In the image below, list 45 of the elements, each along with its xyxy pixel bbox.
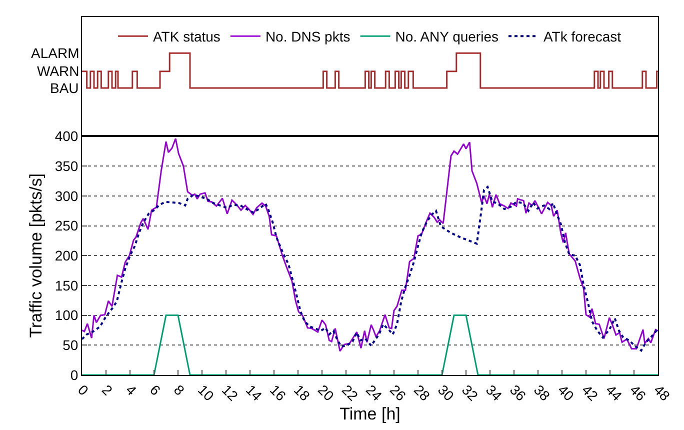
y-tick-label: 100	[54, 307, 78, 324]
x-tick-label: 46	[626, 382, 650, 404]
y-tick-label: 400	[54, 128, 78, 144]
x-tick-label: 18	[290, 382, 314, 404]
legend-label: ATK status	[153, 28, 220, 45]
y-tick-label: 150	[54, 277, 78, 294]
x-axis-title: Time [h]	[340, 404, 400, 424]
legend-label: No. ANY queries	[395, 28, 498, 45]
x-tick-label: 8	[170, 382, 188, 399]
x-tick-label: 44	[602, 382, 626, 404]
x-tick-label: 12	[218, 382, 242, 404]
x-tick-label: 6	[146, 382, 164, 399]
x-tick-label: 42	[578, 382, 602, 404]
text: ALARM	[31, 45, 80, 61]
x-tick-label: 10	[194, 382, 218, 404]
x-tick-label: 2	[98, 382, 116, 399]
x-tick-label: 32	[458, 382, 482, 404]
y-tick-label: 350	[54, 158, 78, 174]
x-tick-label: 14	[242, 382, 266, 404]
text: BAU	[50, 80, 79, 96]
x-tick-label: 30	[434, 382, 458, 404]
x-tick-label: 34	[482, 382, 506, 404]
y-tick-label: 50	[62, 337, 78, 354]
x-tick-label: 20	[314, 382, 338, 404]
y-axis-title: Traffic volume [pkts/s]	[26, 173, 46, 338]
y-tick-label: 250	[54, 218, 78, 234]
x-tick-label: 26	[386, 382, 410, 404]
x-tick-label: 48	[650, 382, 674, 404]
x-tick-label: 16	[266, 382, 290, 404]
x-tick-label: 40	[554, 382, 578, 404]
legend-label: No. DNS pkts	[265, 28, 350, 45]
x-tick-label: 22	[338, 382, 362, 404]
x-tick-label: 4	[122, 382, 140, 399]
legend-label: ATk forecast	[544, 28, 622, 45]
y-tick-label: 200	[54, 248, 78, 264]
text: WARN	[37, 63, 80, 79]
line-series	[82, 186, 658, 352]
line-series	[82, 138, 658, 352]
y-tick-label: 300	[54, 188, 78, 204]
x-tick-label: 38	[530, 382, 554, 404]
y-tick-label: 0	[70, 366, 78, 383]
x-tick-label: 28	[410, 382, 434, 404]
x-tick-label: 24	[362, 382, 386, 404]
x-tick-label: 0	[74, 382, 92, 399]
x-tick-label: 36	[506, 382, 530, 404]
